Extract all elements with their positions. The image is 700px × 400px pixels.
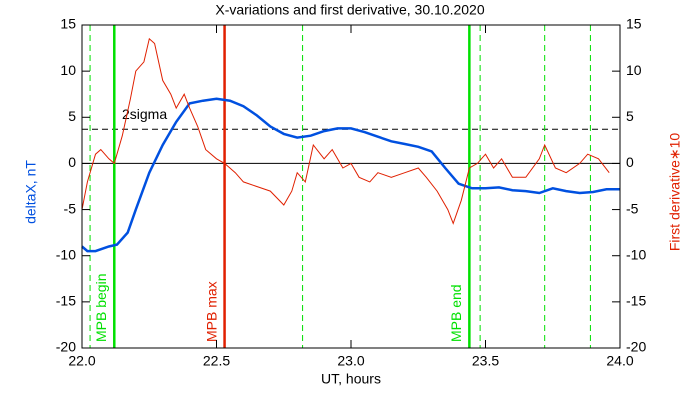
series-line — [81, 37, 610, 225]
y-tick-label: 10 — [60, 62, 76, 78]
y2-tick-label: 5 — [626, 108, 634, 124]
x-tick-label: 22.5 — [203, 353, 230, 369]
v-line-label: MPB end — [448, 284, 464, 342]
x-tick-label: 22.0 — [68, 353, 95, 369]
y2-tick-label: -15 — [626, 293, 646, 309]
y-tick-label: -15 — [56, 293, 76, 309]
y2-tick-label: -10 — [626, 246, 646, 262]
y-tick-label: -20 — [56, 339, 76, 355]
y-axis-label: deltaX, nT — [23, 160, 39, 224]
v-line-label: MPB max — [203, 281, 219, 342]
x-axis-label: UT, hours — [321, 371, 381, 387]
x-tick-label: 23.0 — [337, 353, 364, 369]
plot-frame — [81, 24, 621, 349]
series-line — [81, 97, 620, 253]
x-tick-label: 23.5 — [472, 353, 499, 369]
y2-tick-label: -20 — [626, 339, 646, 355]
chart-title: X-variations and first derivative, 30.10… — [215, 2, 484, 18]
y2-tick-label: 0 — [626, 154, 634, 170]
y-tick-label: 5 — [68, 108, 76, 124]
y-tick-label: -10 — [56, 246, 76, 262]
y2-tick-label: -5 — [626, 200, 639, 216]
y2-tick-label: 15 — [626, 16, 642, 32]
x-tick-label: 24.0 — [606, 353, 633, 369]
h-line-label: 2sigma — [122, 106, 167, 122]
y-tick-label: 15 — [60, 16, 76, 32]
y-tick-label: -5 — [64, 200, 77, 216]
y-tick-label: 0 — [68, 154, 76, 170]
v-line-label: MPB begin — [93, 274, 109, 342]
y2-axis-label: First derivative∗10 — [667, 133, 683, 252]
y2-tick-label: 10 — [626, 62, 642, 78]
